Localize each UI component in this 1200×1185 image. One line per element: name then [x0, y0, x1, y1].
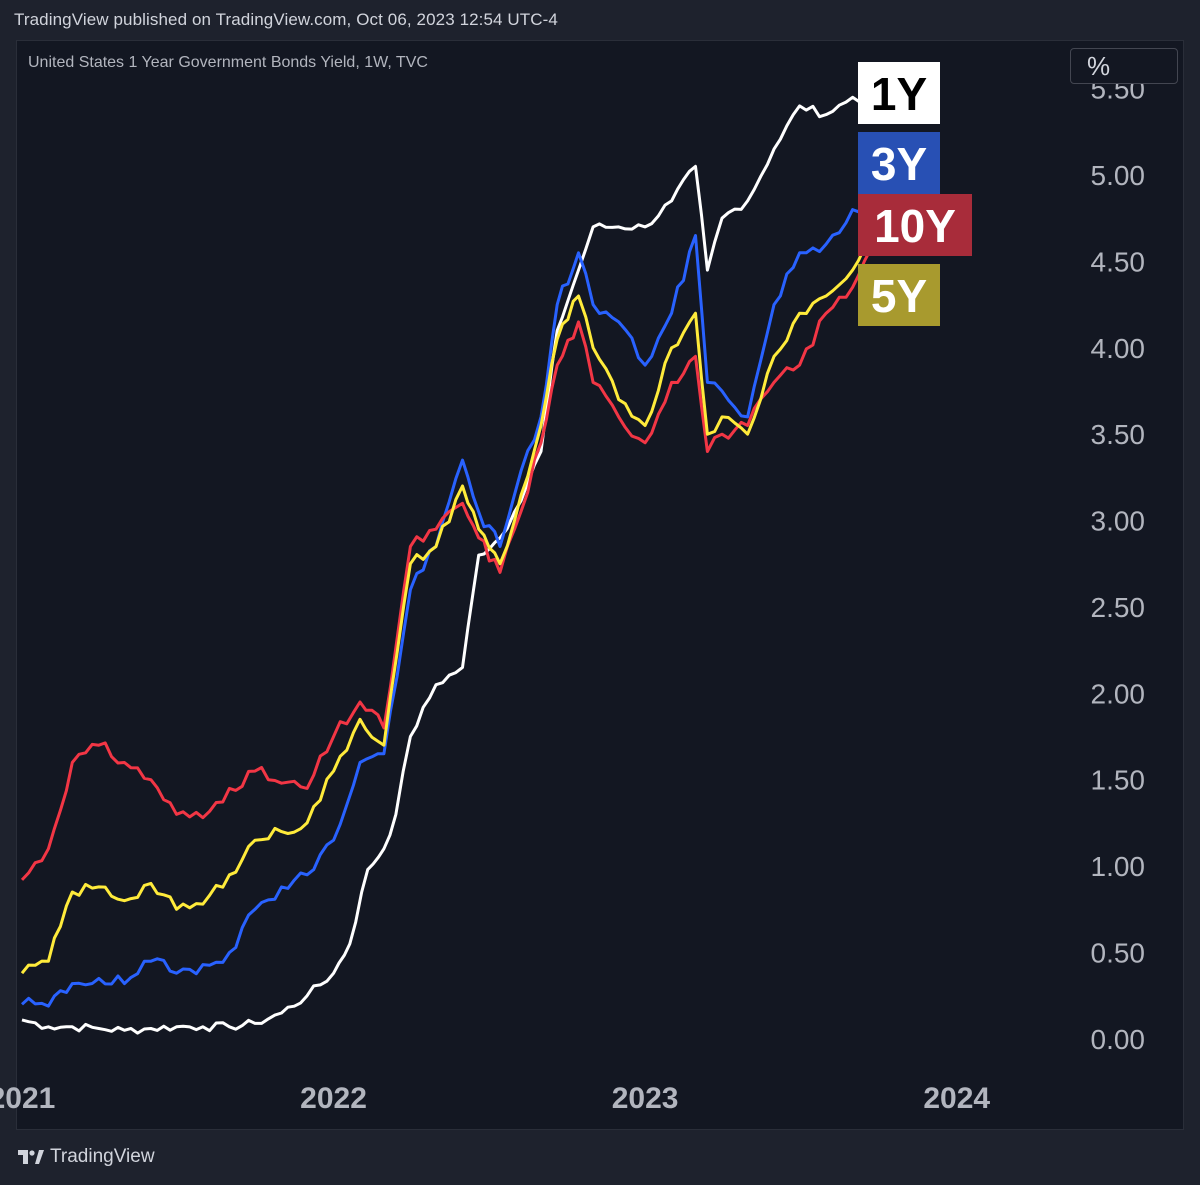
series-line-10y: [20, 212, 884, 881]
series-badge-bg: [858, 264, 940, 326]
series-badge-label: 3Y: [871, 138, 927, 190]
series-line-5y: [20, 217, 884, 975]
y-tick-label: 4.50: [1091, 246, 1146, 277]
series-badge-bg: [858, 194, 972, 256]
series-badge-label: 5Y: [871, 270, 927, 322]
time-axis: 2021 2022 2023 2024: [0, 1082, 990, 1115]
x-tick-label: 2022: [300, 1082, 367, 1115]
series-lines-layer: [20, 92, 888, 1035]
y-tick-label: 3.50: [1091, 419, 1146, 450]
y-tick-label: 1.50: [1091, 765, 1146, 796]
x-tick-label: 2023: [612, 1082, 679, 1115]
series-badge-bg: [858, 132, 940, 194]
y-tick-label: 4.00: [1091, 333, 1146, 364]
series-badge-3y: 3Y: [858, 132, 940, 194]
series-line-1y: [21, 92, 884, 1035]
published-caption: TradingView published on TradingView.com…: [14, 10, 558, 29]
x-tick-label: 2021: [0, 1082, 55, 1115]
series-badge-5y: 5Y: [858, 264, 940, 326]
series-badge-10y: 10Y: [858, 194, 972, 256]
footer-brand[interactable]: TradingView: [18, 1146, 155, 1168]
series-line-3y: [20, 193, 883, 1008]
series-badge-label: 1Y: [871, 68, 927, 120]
x-tick-label: 2024: [923, 1082, 990, 1115]
series-badge-label: 10Y: [874, 200, 956, 252]
y-tick-label: 0.50: [1091, 938, 1146, 969]
price-axis: 0.00 0.50 1.00 1.50 2.00 2.50 3.00 3.50 4.00 4.50…: [1091, 74, 1146, 1055]
y-tick-label: 2.00: [1091, 678, 1146, 709]
series-badge-1y: 1Y: [858, 62, 940, 124]
y-tick-label: 0.00: [1091, 1024, 1146, 1055]
y-tick-label: 5.00: [1091, 160, 1146, 191]
unit-toggle-button[interactable]: %: [1070, 48, 1178, 84]
series-badges: 1Y 3Y 10Y 5Y: [858, 62, 972, 326]
y-tick-label: 3.00: [1091, 506, 1146, 537]
chart-pane[interactable]: [16, 40, 1184, 1130]
y-tick-label: 1.00: [1091, 851, 1146, 882]
chart-title: United States 1 Year Government Bonds Yi…: [28, 54, 428, 71]
y-tick-label: 2.50: [1091, 592, 1146, 623]
tradingview-logo-icon: [18, 1150, 44, 1164]
series-badge-bg: [858, 62, 940, 124]
footer-brand-label: TradingView: [50, 1146, 155, 1167]
